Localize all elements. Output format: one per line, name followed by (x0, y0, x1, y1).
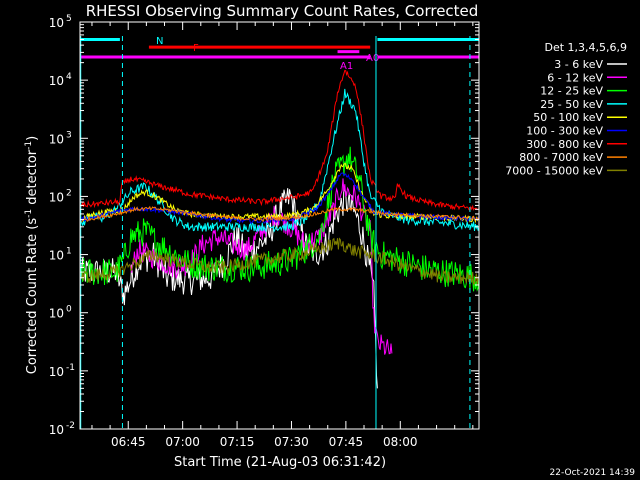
legend-title: Det 1,3,4,5,6,9 (544, 41, 627, 54)
annotation-label-n: N (156, 36, 163, 47)
series-line-2 (79, 146, 480, 292)
y-tick-label: 10 0 (49, 305, 72, 321)
legend-label: 100 - 300 keV (526, 125, 603, 138)
legend-label: 50 - 100 keV (533, 111, 603, 124)
footer-timestamp: 22-Oct-2021 14:39 (550, 468, 636, 478)
y-tick-label: 10 4 (49, 72, 72, 88)
series-layer (79, 69, 480, 389)
y-tick-label: 10 -2 (49, 421, 75, 437)
y-axis-label: Corrected Count Rate (s-1 detector-1) (24, 136, 40, 374)
series-line-6 (79, 69, 479, 212)
series-line-8 (79, 237, 480, 286)
y-axis-label-mid: detector (25, 149, 40, 209)
x-tick-label: 06:45 (111, 435, 146, 449)
series-line-0 (79, 186, 378, 389)
y-tick-label: 10 -1 (49, 363, 75, 379)
legend-label: 3 - 6 keV (554, 58, 603, 71)
y-axis-label-main: Corrected Count Rate (s (25, 218, 40, 375)
x-tick-label: 07:45 (329, 435, 364, 449)
series-line-7 (79, 205, 480, 223)
annotation-label-a1: A1 (340, 61, 353, 72)
annotation-layer: N F A0 A1 (80, 36, 479, 429)
x-tick-label: 07:15 (220, 435, 255, 449)
ticks-layer: 06:45 07:00 07:15 07:30 07:45 08:00 10-2 10-1 10… (49, 14, 479, 449)
axes-layer (79, 21, 480, 430)
series-line-5 (79, 172, 480, 225)
x-axis-label: Start Time (21-Aug-03 06:31:42) (174, 455, 386, 470)
y-tick-label: 10 5 (49, 14, 72, 30)
x-tick-label: 08:00 (383, 435, 418, 449)
legend-label: 6 - 12 keV (547, 71, 603, 84)
legend-label: 800 - 7000 keV (519, 151, 603, 164)
plot-frame (79, 21, 480, 430)
chart-title: RHESSI Observing Summary Count Rates, Co… (86, 2, 479, 20)
y-tick-label: 10 3 (49, 130, 72, 146)
x-tick-label: 07:00 (165, 435, 200, 449)
y-tick-label: 10 2 (49, 188, 72, 204)
annotation-label-f: F (193, 43, 199, 54)
annotation-label-a0: A0 (366, 53, 379, 64)
y-axis-label-sup2: -1 (24, 141, 34, 150)
y-axis-label-end: ) (25, 136, 40, 141)
x-tick-label: 07:30 (274, 435, 309, 449)
legend-label: 12 - 25 keV (540, 85, 603, 98)
legend-label: 25 - 50 keV (540, 98, 603, 111)
legend-label: 300 - 800 keV (526, 138, 603, 151)
legend-label: 7000 - 15000 keV (505, 164, 603, 177)
y-tick-label: 10 1 (49, 247, 72, 263)
y-axis-label-sup1: -1 (24, 209, 34, 218)
